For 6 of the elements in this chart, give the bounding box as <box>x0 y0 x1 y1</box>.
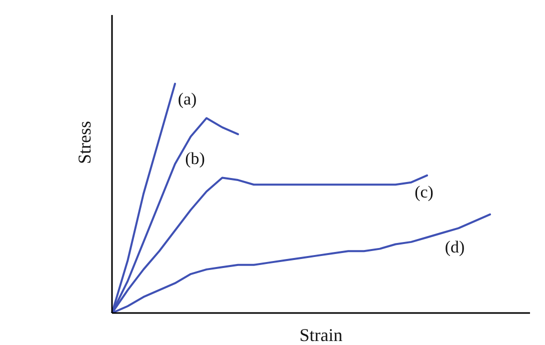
series-label: (c) <box>414 182 434 202</box>
series-label: (a) <box>178 90 197 109</box>
series-label: (d) <box>444 238 465 257</box>
x-axis-title: Strain <box>300 325 342 345</box>
series-label: (b) <box>185 148 205 168</box>
y-axis-title: Stress <box>74 120 94 164</box>
